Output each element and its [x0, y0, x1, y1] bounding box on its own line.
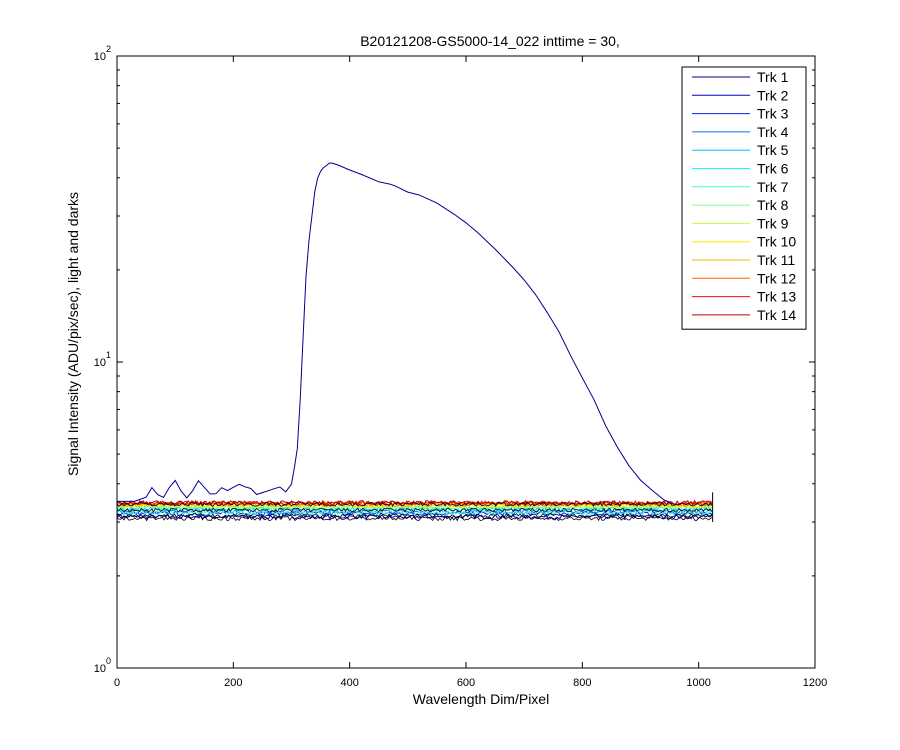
dark-band-line-2 — [116, 512, 713, 519]
legend-label: Trk 4 — [757, 124, 789, 140]
series-layer — [116, 162, 714, 523]
legend-label: Trk 14 — [757, 307, 796, 323]
y-tick-label: 10 — [94, 357, 106, 369]
x-tick-label: 0 — [114, 677, 120, 689]
legend-label: Trk 8 — [757, 197, 789, 213]
x-tick-label: 1200 — [803, 677, 827, 689]
legend: Trk 1 Trk 2 Trk 3 Trk 4 Trk 5 Trk 6 Trk 7 Trk 8… — [681, 66, 807, 330]
series-line-trk-13 — [116, 500, 713, 507]
x-tick-label: 200 — [224, 677, 242, 689]
dark-band-line-3 — [116, 507, 713, 513]
legend-label: Trk 3 — [757, 106, 789, 122]
x-axis-title: Wavelength Dim/Pixel — [413, 691, 549, 707]
legend-label: Trk 5 — [757, 142, 789, 158]
chart-title: B20121208-GS5000-14_022 inttime = 30, — [360, 33, 620, 49]
legend-label: Trk 13 — [757, 289, 796, 305]
series-line-trk-12 — [116, 500, 713, 507]
series-line-trk-3 — [116, 510, 713, 517]
x-tick-label: 600 — [457, 677, 475, 689]
legend-label: Trk 1 — [757, 69, 789, 85]
series-line-trk-1 — [117, 162, 673, 505]
legend-label: Trk 10 — [757, 234, 796, 250]
series-line-trk-9 — [116, 503, 713, 510]
y-tick-exponent: 1 — [106, 350, 111, 360]
legend-label: Trk 11 — [757, 252, 795, 268]
y-tick-exponent: 2 — [106, 44, 111, 54]
legend-label: Trk 12 — [757, 270, 796, 286]
y-axis-title: Signal Intensity (ADU/pix/sec), light an… — [65, 192, 81, 476]
legend-label: Trk 6 — [757, 161, 789, 177]
legend-label: Trk 7 — [757, 179, 789, 195]
x-tick-label: 1000 — [686, 677, 710, 689]
x-tick-label: 800 — [573, 677, 591, 689]
legend-label: Trk 9 — [757, 215, 789, 231]
y-tick-label: 10 — [94, 51, 106, 63]
y-tick-label: 10 — [94, 663, 106, 675]
legend-box — [681, 66, 807, 330]
y-tick-exponent: 0 — [106, 656, 111, 666]
dark-band-line-4 — [116, 501, 713, 507]
x-tick-label: 400 — [340, 677, 358, 689]
legend-label: Trk 2 — [757, 87, 789, 103]
